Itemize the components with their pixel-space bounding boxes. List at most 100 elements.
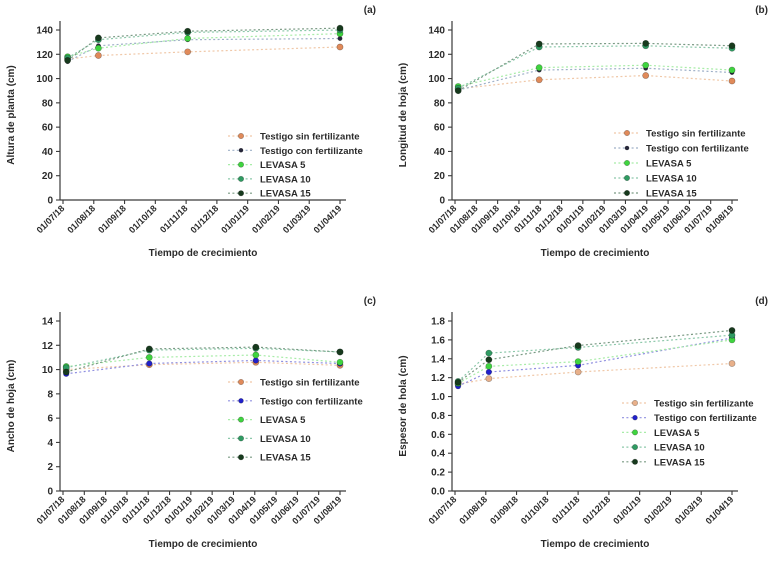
data-point bbox=[252, 357, 259, 364]
y-tick-label: 100 bbox=[428, 74, 445, 85]
data-point bbox=[184, 48, 192, 56]
legend-marker bbox=[238, 379, 245, 386]
y-tick-label: 1.0 bbox=[431, 392, 445, 403]
chart-altura-de-planta: 0 20 40 60 80 100 120 140 01/07/1801/08/1801/09/… bbox=[6, 5, 376, 259]
legend-marker bbox=[632, 414, 638, 421]
legend-label: LEVASA 5 bbox=[260, 160, 306, 171]
y-tick-label: 8 bbox=[47, 389, 53, 400]
series-line bbox=[457, 45, 733, 89]
legend-marker bbox=[238, 161, 245, 168]
legend-marker bbox=[238, 175, 245, 182]
data-point bbox=[184, 35, 192, 42]
y-tick-label: 6 bbox=[47, 414, 53, 425]
y-tick-label: 1.4 bbox=[431, 354, 445, 365]
data-point bbox=[145, 345, 153, 353]
y-tick-label: 0 bbox=[47, 487, 53, 498]
legend-label: Testigo sin fertilizante bbox=[260, 132, 360, 143]
data-point bbox=[574, 358, 582, 366]
legend-label: Testigo con fertilizante bbox=[260, 396, 363, 407]
x-tick-label: 01/09/18 bbox=[488, 494, 520, 526]
x-tick-label: 01/09/18 bbox=[96, 203, 128, 235]
legend-label: LEVASA 15 bbox=[260, 189, 311, 200]
data-point bbox=[485, 375, 493, 383]
panel-label: (a) bbox=[364, 5, 376, 16]
y-tick-label: 14 bbox=[42, 317, 54, 328]
x-tick-label: 01/11/18 bbox=[550, 494, 581, 525]
data-point bbox=[728, 42, 736, 50]
legend-label: Testigo sin fertilizante bbox=[654, 399, 754, 410]
legend-label: LEVASA 15 bbox=[260, 453, 311, 464]
data-point bbox=[145, 354, 153, 361]
data-point bbox=[336, 358, 344, 366]
series-line bbox=[457, 339, 733, 384]
y-tick-label: 20 bbox=[42, 171, 54, 182]
legend-label: Testigo sin fertilizante bbox=[260, 378, 360, 389]
data-point bbox=[535, 76, 543, 84]
legend-marker bbox=[238, 398, 244, 404]
series-line bbox=[66, 359, 341, 375]
legend-marker bbox=[624, 160, 631, 167]
series-line bbox=[67, 27, 341, 61]
y-tick-label: 140 bbox=[428, 26, 445, 37]
chart-panel-c: 0 2 4 6 8 10 12 14 01/07/18 01/08/18 01/09/18 01/10… bbox=[0, 291, 392, 583]
x-tick-label: 01/10/18 bbox=[127, 203, 159, 235]
y-tick-label: 0.6 bbox=[431, 430, 445, 441]
y-tick-label: 0 bbox=[439, 196, 445, 207]
x-axis-title: Tiempo de crecimiento bbox=[541, 539, 650, 550]
x-axis-title: Tiempo de crecimiento bbox=[149, 539, 258, 550]
x-tick-label: 01/01/19 bbox=[611, 494, 643, 526]
data-point bbox=[336, 348, 344, 356]
legend-marker bbox=[624, 145, 630, 151]
data-point bbox=[574, 368, 582, 376]
y-tick-label: 2 bbox=[47, 462, 53, 473]
data-point bbox=[642, 39, 650, 47]
legend-label: LEVASA 5 bbox=[646, 159, 692, 170]
y-tick-label: 0.4 bbox=[431, 449, 445, 460]
data-point bbox=[454, 87, 462, 95]
x-tick-label: 01/07/18 bbox=[427, 494, 459, 526]
data-point bbox=[184, 27, 192, 35]
data-point bbox=[485, 349, 493, 357]
x-tick-label: 01/03/19 bbox=[281, 203, 313, 235]
legend-marker bbox=[632, 400, 639, 407]
legend-marker bbox=[238, 148, 244, 153]
x-tick-label: 01/02/19 bbox=[642, 494, 674, 526]
data-point bbox=[146, 360, 153, 367]
y-tick-label: 120 bbox=[428, 50, 445, 61]
series-line bbox=[457, 334, 733, 382]
y-tick-label: 100 bbox=[36, 74, 53, 85]
legend-label: LEVASA 10 bbox=[646, 174, 697, 185]
y-tick-label: 0 bbox=[47, 196, 53, 207]
legend-label: LEVASA 10 bbox=[260, 174, 311, 185]
series-line bbox=[66, 361, 341, 371]
y-tick-label: 1.2 bbox=[431, 373, 445, 384]
legend-label: Testigo con fertilizante bbox=[654, 413, 757, 424]
data-point bbox=[94, 52, 102, 59]
series-line bbox=[67, 37, 341, 63]
chart-panel-b: 0 20 40 60 80 100 120 140 01/07/18 01/08/18 01/09/… bbox=[392, 0, 784, 291]
y-tick-label: 10 bbox=[42, 365, 54, 376]
series-line bbox=[457, 362, 733, 385]
data-point bbox=[64, 56, 72, 64]
data-point bbox=[642, 72, 650, 79]
y-axis-title: Altura de planta (cm) bbox=[6, 65, 17, 164]
x-tick-label: 01/11/18 bbox=[158, 203, 189, 234]
data-point bbox=[94, 34, 102, 42]
data-point bbox=[485, 362, 493, 370]
data-point bbox=[574, 342, 582, 349]
series-line bbox=[66, 354, 341, 368]
chart-longitud-de-hoja: 02040608010012014001/07/1801/08/1801/09/… bbox=[398, 5, 768, 259]
y-tick-label: 0.2 bbox=[431, 468, 445, 479]
x-tick-label: 01/12/18 bbox=[188, 203, 220, 235]
x-tick-label: 01/08/18 bbox=[457, 494, 489, 526]
chart-ancho-de-hoja: 0246810121401/07/1801/08/1801/09/1801/10… bbox=[6, 296, 376, 550]
y-tick-label: 140 bbox=[36, 26, 53, 37]
y-tick-label: 120 bbox=[36, 50, 53, 61]
data-point bbox=[252, 351, 260, 359]
data-point bbox=[728, 327, 736, 334]
y-axis-title: Espesor de hola (cm) bbox=[398, 355, 409, 456]
legend-marker bbox=[238, 190, 245, 197]
y-tick-label: 60 bbox=[434, 123, 446, 134]
legend-marker bbox=[632, 429, 639, 436]
